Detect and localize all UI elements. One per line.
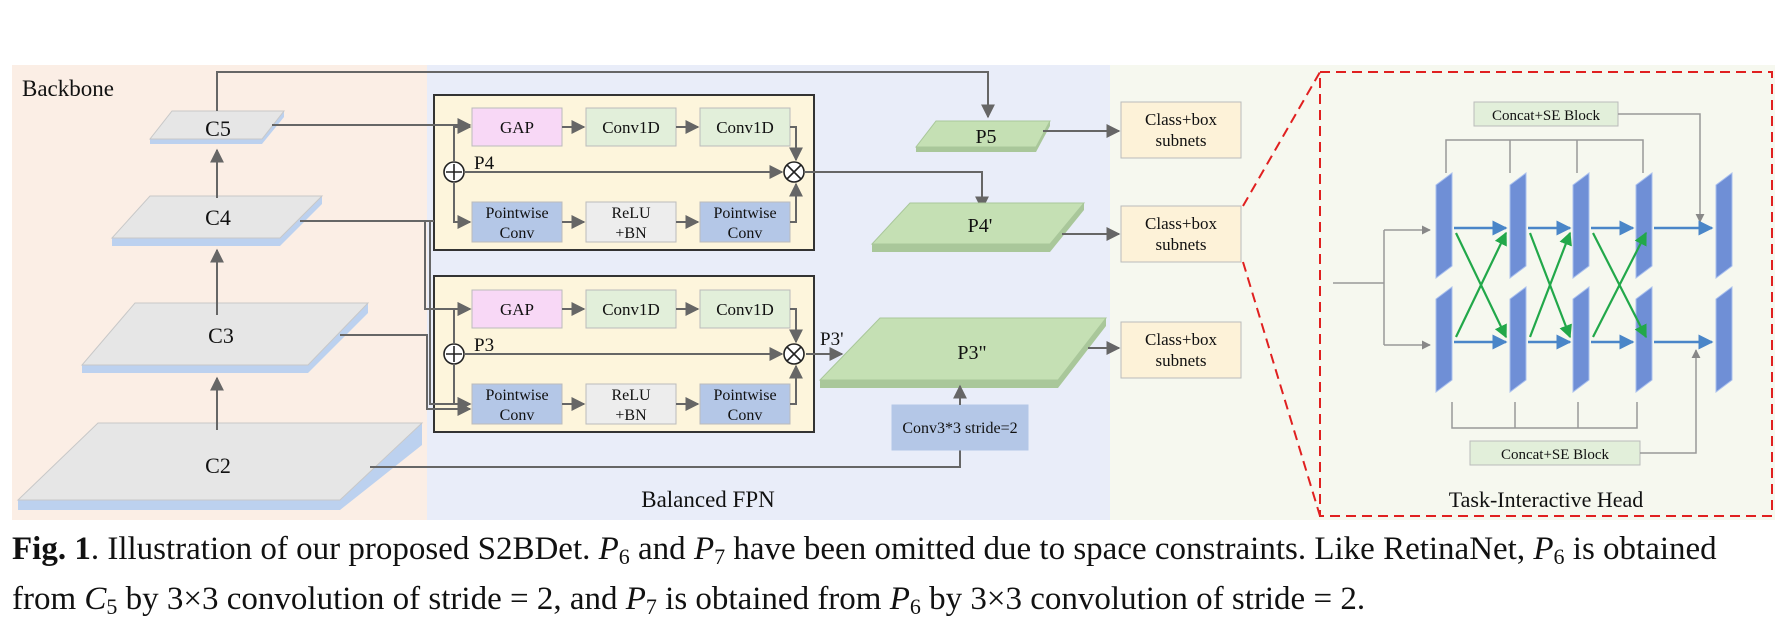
feature-maps-bottom xyxy=(1435,286,1733,393)
lateral-connections xyxy=(216,71,995,468)
concat-se-block-top xyxy=(1473,101,1619,127)
relu-box-1 xyxy=(585,201,677,243)
feature-map xyxy=(1435,172,1453,279)
svg-text:Pointwise: Pointwise xyxy=(713,205,776,222)
p5-label: P5 xyxy=(975,126,996,148)
feature-map xyxy=(1572,172,1590,279)
feature-map xyxy=(1435,286,1453,393)
c3-label: C3 xyxy=(208,323,234,348)
backbone-title: Backbone xyxy=(22,76,114,101)
feature-map xyxy=(1572,286,1590,393)
pointwise-box-2b xyxy=(699,383,791,425)
zoom-indicator xyxy=(1242,71,1773,517)
svg-text:ReLU: ReLU xyxy=(611,387,651,404)
fusion-block-2: GAP Conv1D Conv1D Pointwise Conv ReLU +B… xyxy=(433,275,815,433)
feature-map xyxy=(1509,172,1527,279)
svg-text:subnets: subnets xyxy=(1156,235,1207,254)
task-interactive-head: Task-Interactive Head Concat+SE Block Co… xyxy=(1333,101,1733,512)
p4-label: P4 xyxy=(474,153,495,174)
output-p5: P5 xyxy=(914,120,1051,152)
svg-text:Pointwise: Pointwise xyxy=(713,387,776,404)
svg-text:Conv: Conv xyxy=(728,407,763,424)
concat-se-block-bottom xyxy=(1469,440,1641,466)
pointwise-box-1b xyxy=(699,201,791,243)
p3-double-prime-label: P3" xyxy=(957,342,986,364)
svg-text:ReLU: ReLU xyxy=(611,205,651,222)
svg-text:Class+box: Class+box xyxy=(1145,330,1217,349)
relu-box-2 xyxy=(585,383,677,425)
subnet-arrows xyxy=(1043,124,1121,355)
figure-number: Fig. 1 xyxy=(12,531,91,567)
svg-text:Conv3*3 stride=2: Conv3*3 stride=2 xyxy=(902,420,1017,437)
svg-text:Concat+SE Block: Concat+SE Block xyxy=(1492,108,1601,124)
conv1d-box-1b xyxy=(699,107,791,147)
figure-caption: Fig. 1. Illustration of our proposed S2B… xyxy=(12,531,1717,619)
svg-text:Conv1D: Conv1D xyxy=(716,300,774,319)
subnet-1: Class+box subnets xyxy=(1120,101,1242,159)
output-p4: P4' xyxy=(870,202,1086,252)
svg-text:Class+box: Class+box xyxy=(1145,214,1217,233)
fusion-block-1: GAP Conv1D Conv1D Pointwise Conv ReLU +B… xyxy=(433,94,815,251)
backbone-c3-layer: C3 xyxy=(80,302,370,373)
conv1d-box-2b xyxy=(699,289,791,329)
svg-text:Pointwise: Pointwise xyxy=(485,205,548,222)
svg-text:+BN: +BN xyxy=(615,407,647,424)
fpn-title: Balanced FPN xyxy=(641,487,775,512)
subnet-3: Class+box subnets xyxy=(1120,321,1242,379)
svg-text:Conv1D: Conv1D xyxy=(602,300,660,319)
head-title: Task-Interactive Head xyxy=(1449,487,1644,512)
backbone-c4-layer: C4 xyxy=(110,195,324,246)
feature-map xyxy=(1715,286,1733,393)
c5-label: C5 xyxy=(205,116,231,141)
c4-label: C4 xyxy=(205,205,231,230)
svg-text:Concat+SE Block: Concat+SE Block xyxy=(1501,447,1610,463)
svg-text:Pointwise: Pointwise xyxy=(485,387,548,404)
p3-label: P3 xyxy=(474,335,494,356)
svg-text:Conv1D: Conv1D xyxy=(716,118,774,137)
p3-prime-label: P3' xyxy=(820,329,844,350)
feature-map xyxy=(1715,172,1733,279)
output-p3: P3" xyxy=(818,317,1108,388)
pointwise-box-1a xyxy=(471,201,563,243)
backbone-c2-layer: C2 xyxy=(16,422,424,510)
head-interaction-arrows xyxy=(1455,231,1647,339)
svg-text:GAP: GAP xyxy=(500,118,534,137)
svg-text:+BN: +BN xyxy=(615,225,647,242)
svg-text:Conv: Conv xyxy=(500,407,535,424)
gap-box-1 xyxy=(471,107,563,147)
feature-maps-top xyxy=(1435,172,1733,279)
p4-prime-label: P4' xyxy=(968,215,993,237)
downsample-conv: Conv3*3 stride=2 xyxy=(891,384,1029,451)
backbone-c5-layer: C5 xyxy=(148,110,286,144)
feature-map xyxy=(1635,172,1653,279)
svg-text:Conv1D: Conv1D xyxy=(602,118,660,137)
feature-map xyxy=(1635,286,1653,393)
svg-text:Conv: Conv xyxy=(500,225,535,242)
subnet-2: Class+box subnets xyxy=(1120,205,1242,263)
svg-text:Class+box: Class+box xyxy=(1145,110,1217,129)
head-blue-arrows xyxy=(1454,220,1714,350)
svg-text:GAP: GAP xyxy=(500,300,534,319)
feature-map xyxy=(1509,286,1527,393)
svg-text:Conv: Conv xyxy=(728,225,763,242)
architecture-diagram: Backbone Balanced FPN C2 C3 C4 C5 GAP Co… xyxy=(12,65,1775,520)
svg-text:subnets: subnets xyxy=(1156,351,1207,370)
svg-text:subnets: subnets xyxy=(1156,131,1207,150)
c2-label: C2 xyxy=(205,453,231,478)
